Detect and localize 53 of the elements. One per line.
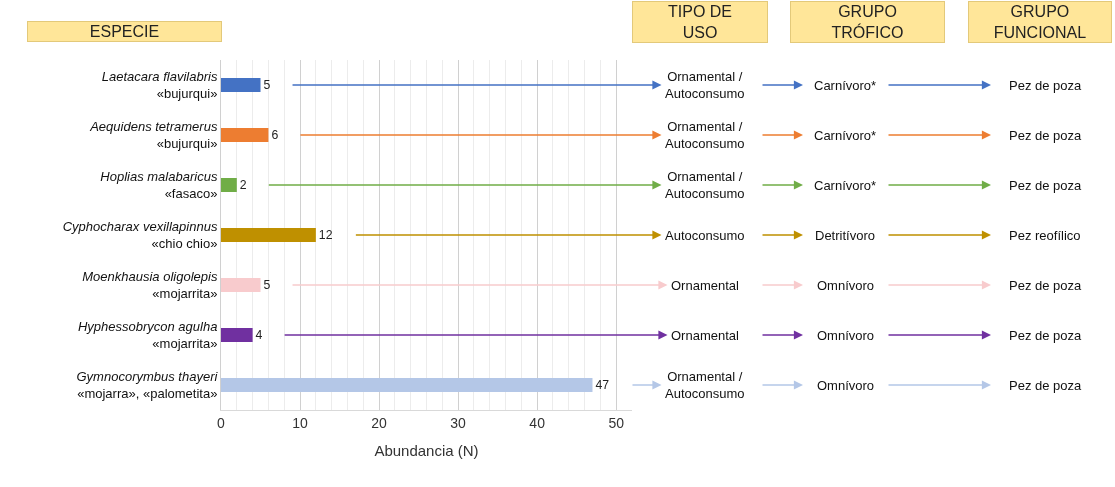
x-tick-label: 0 xyxy=(217,414,226,431)
data-label: 4 xyxy=(255,328,263,343)
text: Omnívoro xyxy=(817,328,875,343)
data-label: 5 xyxy=(263,278,271,293)
bar xyxy=(221,278,261,292)
text: GRUPO FUNCIONAL xyxy=(993,3,1087,41)
text: Pez de poza xyxy=(1009,178,1083,193)
data-label: 6 xyxy=(271,128,279,143)
y-tick-label: Aequidens tetramerus «bujurqui» xyxy=(89,119,218,151)
bar xyxy=(221,328,253,342)
text: Carnívoro* xyxy=(814,128,877,143)
annotation: Ornamental / Autoconsumo xyxy=(665,119,745,151)
y-tick-label: Hoplias malabaricus «fasaco» xyxy=(100,169,218,201)
text: TIPO DE USO xyxy=(667,3,733,41)
text: GRUPO TRÓFICO xyxy=(831,3,904,41)
y-tick-label: Hyphessobrycon agulha «mojarrita» xyxy=(77,319,218,351)
x-axis-title: Abundancia (N) xyxy=(374,441,479,459)
y-tick-label: Laetacara flavilabris «bujurqui» xyxy=(101,69,218,101)
x-tick-label: 30 xyxy=(450,414,467,431)
annotation: Ornamental / Autoconsumo xyxy=(665,69,745,101)
text: Carnívoro* xyxy=(814,178,877,193)
bar xyxy=(221,378,593,392)
text: Omnívoro xyxy=(817,278,875,293)
text: Omnívoro xyxy=(817,378,875,393)
text: Pez de poza xyxy=(1009,78,1083,93)
annotation: Autoconsumo xyxy=(665,228,745,243)
data-label: 5 xyxy=(263,78,271,93)
bar xyxy=(221,128,269,142)
data-label: 2 xyxy=(239,178,247,193)
bar xyxy=(221,178,237,192)
x-tick-label: 10 xyxy=(292,414,309,431)
text: Detritívoro xyxy=(815,228,875,243)
y-tick-label: Gymnocorymbus thayeri «mojarra», «palometita» xyxy=(76,369,219,401)
text: Carnívoro* xyxy=(814,78,877,93)
annotation: Ornamental xyxy=(671,328,740,343)
x-tick-label: 50 xyxy=(608,414,625,431)
annotation: Ornamental / Autoconsumo xyxy=(665,369,745,401)
bar xyxy=(221,78,261,92)
x-tick-label: 20 xyxy=(371,414,388,431)
text: Pez de poza xyxy=(1009,278,1083,293)
data-label: 12 xyxy=(318,228,333,243)
text: Pez de poza xyxy=(1009,128,1083,143)
x-tick-label: 40 xyxy=(529,414,546,431)
annotation: Ornamental xyxy=(671,278,740,293)
bar xyxy=(221,228,316,242)
text: Pez de poza xyxy=(1009,328,1083,343)
data-label: 47 xyxy=(595,378,610,393)
text: Pez de poza xyxy=(1009,378,1083,393)
annotation: Ornamental / Autoconsumo xyxy=(665,169,745,201)
y-tick-label: Cyphocharax vexillapinnus «chio chio» xyxy=(62,219,218,251)
text: Pez reofílico xyxy=(1009,228,1081,243)
y-tick-label: Moenkhausia oligolepis «mojarrita» xyxy=(82,269,218,301)
text: ESPECIE xyxy=(89,23,160,40)
